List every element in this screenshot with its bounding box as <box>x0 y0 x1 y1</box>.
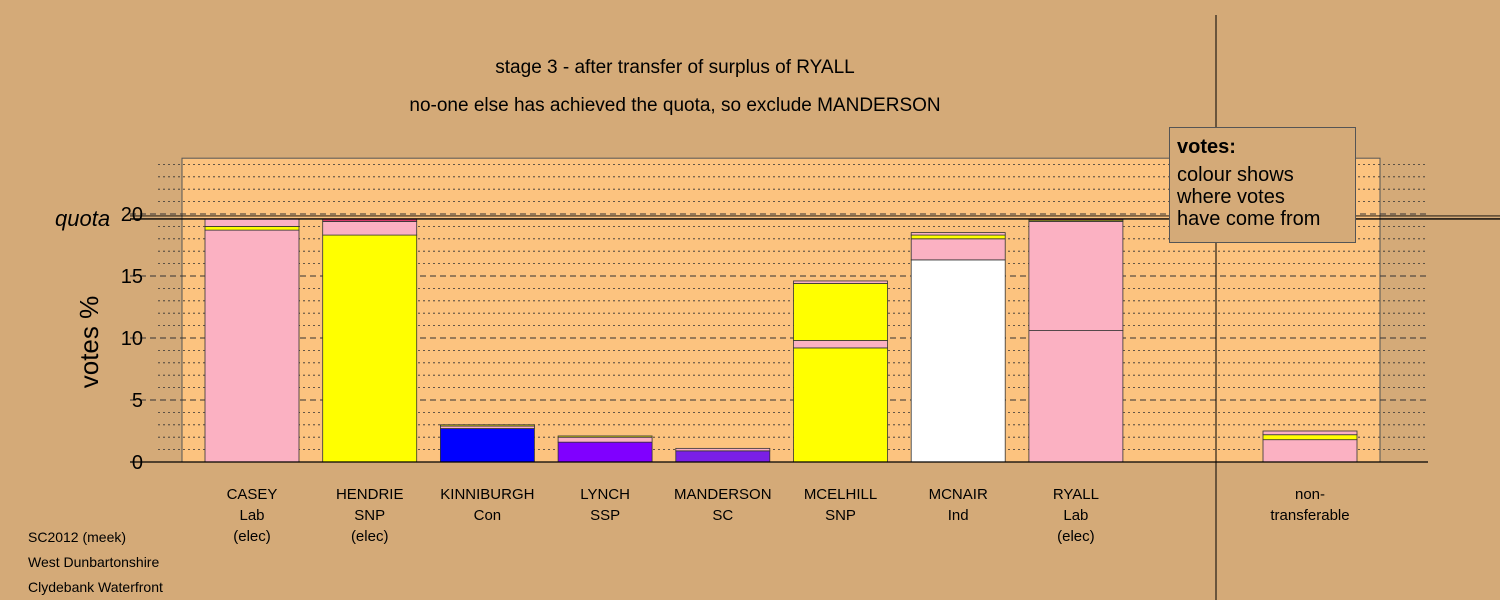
bar-segment-lab <box>910 232 1006 236</box>
footer-ward: Clydebank Waterfront <box>28 579 163 595</box>
bars <box>204 218 1358 463</box>
legend-title: votes: <box>1177 136 1236 158</box>
candidate-label-manderson-line-2: SC <box>712 507 733 524</box>
bar-hendrie <box>322 218 418 463</box>
bar-segment-lab <box>557 436 653 443</box>
y-tick-label: 10 <box>121 328 143 350</box>
candidate-label-mcelhill-line-2: SNP <box>825 507 856 524</box>
candidate-label-mcelhill-line-1: MCELHILL <box>804 486 877 503</box>
bar-lynch <box>557 435 653 463</box>
y-tick-label: 15 <box>121 266 143 288</box>
candidate-label-casey-line-2: Lab <box>239 507 264 524</box>
candidate-label-ryall-line-2: Lab <box>1063 507 1088 524</box>
legend-line-3: have come from <box>1177 208 1321 230</box>
footer-election: SC2012 (meek) <box>28 529 127 545</box>
bar-segment-lab <box>1028 330 1124 463</box>
y-tick-label: 0 <box>132 452 143 474</box>
bar-segment-con <box>439 428 535 463</box>
bar-manderson <box>675 447 771 463</box>
legend-line-2: where votes <box>1177 186 1285 208</box>
bar-segment-snp <box>322 234 418 463</box>
bar-segment-lab <box>204 229 300 463</box>
bar-segment-snp <box>793 283 888 341</box>
bar-segment-snp <box>204 225 300 231</box>
footer-council: West Dunbartonshire <box>28 554 160 570</box>
bar-segment-snp <box>910 234 1006 240</box>
legend-box: votes: colour shows where votes have com… <box>1169 127 1356 243</box>
candidate-label-hendrie-line-2: SNP <box>354 507 385 524</box>
y-tick-label: 5 <box>132 390 143 412</box>
candidate-label-lynch-line-1: LYNCH <box>580 486 630 503</box>
candidate-label-manderson-line-1: MANDERSON <box>674 486 772 503</box>
y-axis-label: votes % <box>74 296 104 389</box>
bar-segment-sc <box>675 450 771 463</box>
candidate-label-casey-line-1: CASEY <box>227 486 278 503</box>
bar-segment-ind <box>910 259 1006 463</box>
bar-non-transferable <box>1262 430 1358 463</box>
bar-segment-lab <box>322 221 418 236</box>
candidate-label-mcnair-line-1: MCNAIR <box>929 486 988 503</box>
bar-segment-snp <box>557 435 653 438</box>
bar-segment-snp <box>439 424 535 427</box>
candidate-label-hendrie-line-1: HENDRIE <box>336 486 404 503</box>
candidate-label-hendrie-line-3: (elec) <box>351 528 389 545</box>
bar-segment-lab <box>793 280 888 284</box>
candidate-label-kinniburgh-line-2: Con <box>474 507 502 524</box>
bar-segment-lab <box>1262 430 1358 436</box>
bar-segment-lab <box>204 218 300 227</box>
candidate-label-mcnair-line-2: Ind <box>948 507 969 524</box>
bar-segment-snp <box>793 347 888 463</box>
candidate-labels: CASEY Lab (elec) HENDRIE SNP (elec) KINNIBURGH… <box>227 486 1350 545</box>
bar-segment-ssp <box>557 441 653 463</box>
candidate-label-casey-line-3: (elec) <box>233 528 271 545</box>
bar-ryall <box>1028 218 1124 463</box>
candidate-label-ryall-line-3: (elec) <box>1057 528 1095 545</box>
candidate-label-ryall-line-1: RYALL <box>1053 486 1099 503</box>
bar-segment-lab <box>1262 439 1358 463</box>
candidate-label-kinniburgh-line-1: KINNIBURGH <box>440 486 534 503</box>
candidate-label-non-transferable-line-1: non- <box>1295 486 1325 503</box>
legend-line-1: colour shows <box>1177 164 1294 186</box>
bar-segment-lab <box>675 447 771 452</box>
bar-segment-lab <box>1028 221 1124 331</box>
bar-mcelhill <box>793 280 888 463</box>
y-tick-label: 20 <box>121 204 143 226</box>
y-axis-ticks: 0 5 10 15 20 <box>121 204 143 474</box>
bar-segment-lab <box>793 340 888 349</box>
bar-kinniburgh <box>439 424 535 463</box>
bar-segment-snp <box>1262 434 1358 441</box>
bar-casey <box>204 218 300 463</box>
quota-label: quota <box>55 206 110 231</box>
bar-segment-lab <box>910 238 1006 261</box>
bar-mcnair <box>910 232 1006 463</box>
candidate-label-lynch-line-2: SSP <box>590 507 620 524</box>
chart-title-line-2: no-one else has achieved the quota, so e… <box>409 95 940 116</box>
chart-title-line-1: stage 3 - after transfer of surplus of R… <box>495 57 854 78</box>
candidate-label-non-transferable-line-2: transferable <box>1270 507 1349 524</box>
